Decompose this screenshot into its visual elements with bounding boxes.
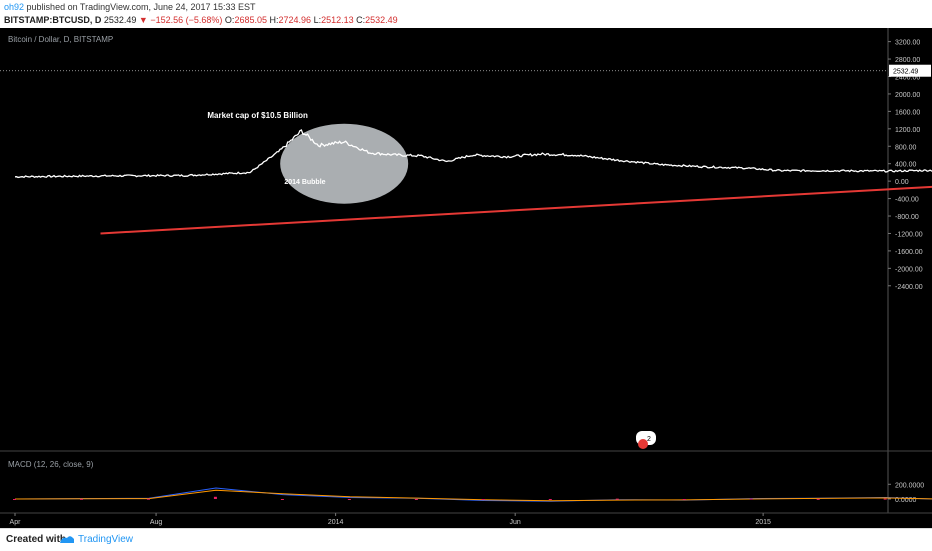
- x-tick-label: Aug: [150, 519, 163, 526]
- symbol-label: BITSTAMP:BTCUSD, D: [4, 15, 101, 25]
- y-tick-label: 400.00: [895, 162, 917, 169]
- y-tick-label: 1200.00: [895, 127, 920, 134]
- y-tick-label: -1600.00: [895, 249, 923, 256]
- macd-histogram-bar: [884, 499, 887, 500]
- open-label: O:: [225, 15, 235, 25]
- macd-histogram-bar: [616, 499, 619, 500]
- y-tick-label: 800.00: [895, 144, 917, 151]
- y-tick-label: -1200.00: [895, 231, 923, 238]
- y-tick-label: 2800.00: [895, 57, 920, 64]
- y-tick-label: -2000.00: [895, 266, 923, 273]
- last-price: 2532.49: [104, 15, 137, 25]
- event-flag-count: 2: [647, 436, 651, 443]
- bubble-ellipse: [280, 124, 408, 204]
- macd-histogram-bar: [683, 499, 686, 500]
- tradingview-logo-icon: [58, 532, 76, 546]
- x-tick-label: Apr: [10, 519, 22, 526]
- chart-title: Bitcoin / Dollar, D, BITSTAMP: [8, 35, 113, 44]
- chart-annotation: 2014 Bubble: [284, 179, 325, 186]
- author-link[interactable]: oh92: [4, 2, 24, 12]
- header-bar: oh92 published on TradingView.com, June …: [0, 0, 932, 28]
- last-price-badge-label: 2532.49: [893, 69, 918, 76]
- chart-background: [0, 28, 932, 528]
- macd-histogram-bar: [80, 499, 83, 500]
- macd-title: MACD (12, 26, close, 9): [8, 460, 94, 469]
- open-value: 2685.05: [234, 15, 267, 25]
- x-tick-label: 2014: [328, 519, 344, 526]
- publish-info: oh92 published on TradingView.com, June …: [4, 2, 256, 12]
- macd-histogram-bar: [549, 499, 552, 500]
- macd-y-tick-label: 200.0000: [895, 482, 924, 489]
- y-tick-label: -400.00: [895, 197, 919, 204]
- tradingview-brand[interactable]: TradingView: [78, 534, 133, 545]
- x-tick-label: Jun: [510, 519, 521, 526]
- chart-annotation: Market cap of $10.5 Billion: [207, 111, 308, 120]
- price-change: −152.56 (−5.68%): [150, 15, 222, 25]
- y-tick-label: 3600.00: [895, 28, 920, 29]
- y-tick-label: 2000.00: [895, 92, 920, 99]
- y-tick-label: 3200.00: [895, 40, 920, 47]
- macd-histogram-bar: [13, 499, 16, 500]
- low-value: 2512.13: [321, 15, 354, 25]
- down-arrow-icon: ▼: [139, 15, 148, 25]
- low-label: L:: [314, 15, 322, 25]
- y-tick-label: -800.00: [895, 214, 919, 221]
- macd-histogram-bar: [281, 499, 284, 500]
- footer-bar: Created with TradingView: [0, 528, 932, 551]
- y-tick-label: -2400.00: [895, 284, 923, 291]
- high-value: 2724.96: [279, 15, 312, 25]
- macd-histogram-bar: [415, 499, 418, 500]
- chart-area[interactable]: Bitcoin / Dollar, D, BITSTAMP6000.005600…: [0, 28, 932, 528]
- y-tick-label: 0.00: [895, 179, 909, 186]
- macd-histogram-bar: [750, 499, 753, 500]
- event-marker-icon: [638, 439, 648, 449]
- y-tick-label: 1600.00: [895, 109, 920, 116]
- close-value: 2532.49: [365, 15, 398, 25]
- high-label: H:: [270, 15, 279, 25]
- macd-histogram-bar: [482, 499, 485, 500]
- macd-histogram-bar: [817, 499, 820, 500]
- macd-histogram-bar: [214, 497, 217, 499]
- created-with-text: Created with: [6, 534, 66, 545]
- close-label: C:: [356, 15, 365, 25]
- publish-text: published on TradingView.com, June 24, 2…: [27, 2, 256, 12]
- quote-info: BITSTAMP:BTCUSD, D 2532.49 ▼ −152.56 (−5…: [4, 15, 398, 25]
- macd-histogram-bar: [147, 499, 150, 500]
- x-tick-label: 2015: [755, 519, 771, 526]
- macd-histogram-bar: [348, 499, 351, 500]
